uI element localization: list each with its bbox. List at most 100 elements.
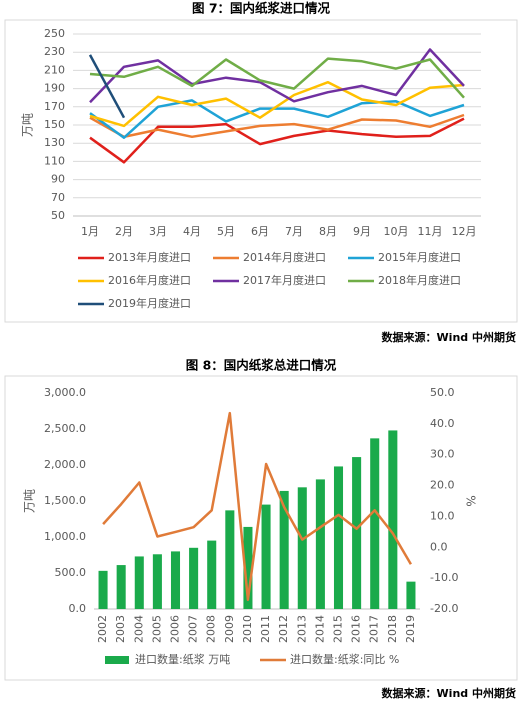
x-tick-label: 4月 [183,225,201,238]
y2-tick-label: 10.0 [430,509,455,522]
x-tick-label: 9月 [353,225,371,238]
x-tick-label: 2003 [114,615,127,643]
bar [370,438,380,609]
y-tick-label: 230 [44,45,65,58]
chart-frame [4,19,518,323]
x-tick-label: 2010 [241,615,254,643]
y-tick-label: 500.0 [55,566,87,579]
bar [98,570,108,609]
y-tick-label: 3,000.0 [44,386,86,399]
x-tick-label: 2015 [332,615,345,643]
y2-axis-label: % [464,495,478,506]
y2-tick-label: -10.0 [430,571,458,584]
series-line [89,57,465,99]
x-tick-label: 12月 [452,225,477,238]
legend-label: 2019年月度进口 [108,296,191,310]
legend-label: 进口数量:纸浆:同比 % [290,652,399,666]
series-line [102,411,412,601]
x-tick-label: 7月 [285,225,303,238]
bar [170,551,181,609]
caption: 图 7：国内纸浆进口情况 [192,1,331,16]
x-tick-label: 6月 [251,225,269,238]
x-tick-label: 2017 [368,615,381,643]
legend-swatch [105,656,129,664]
x-tick-label: 2016 [350,615,363,643]
x-tick-label: 10月 [384,225,409,238]
chart-frame [4,375,518,681]
bar [261,504,271,609]
x-tick-label: 8月 [319,225,337,238]
bar [352,457,362,609]
series-line [89,48,465,104]
x-tick-label: 1月 [81,225,99,238]
legend-label: 2018年月度进口 [378,273,461,287]
x-tick-label: 2011 [259,615,272,643]
y-tick-label: 0.0 [69,602,87,615]
bar [134,556,144,609]
x-tick-label: 2002 [96,615,109,643]
y-tick-label: 250 [44,27,65,40]
bar [189,547,199,609]
x-tick-label: 11月 [418,225,443,238]
bar [406,581,416,609]
y-tick-label: 150 [44,118,65,131]
x-tick-label: 2018 [386,615,399,643]
y-axis-label: 万吨 [23,489,37,513]
bar [333,466,344,609]
legend-label: 2014年月度进口 [243,250,326,264]
bar [315,479,325,609]
y-tick-label: 130 [44,136,65,149]
x-tick-label: 2009 [223,615,236,643]
legend-label: 进口数量:纸浆 万吨 [135,652,230,666]
legend-label: 2015年月度进口 [378,250,461,264]
x-tick-label: 2013 [295,615,308,643]
y2-tick-label: 30.0 [430,448,455,461]
bar [279,490,289,609]
y-tick-label: 110 [44,154,65,167]
y2-tick-label: 40.0 [430,417,455,430]
x-tick-label: 2月 [115,225,133,238]
y2-tick-label: 0.0 [430,540,448,553]
x-tick-label: 2014 [313,615,326,643]
y-tick-label: 1,000.0 [44,530,86,543]
x-tick-label: 2004 [132,615,145,643]
series-line [89,99,465,139]
bar [152,554,162,609]
bar [116,565,126,609]
y-tick-label: 190 [44,82,65,95]
legend-label: 2016年月度进口 [108,273,191,287]
series-line [89,117,465,164]
y-tick-label: 210 [44,63,65,76]
y-tick-label: 70 [51,191,65,204]
x-tick-label: 2006 [169,615,182,643]
series-line [88,54,126,119]
x-tick-label: 5月 [217,225,235,238]
legend-label: 2017年月度进口 [243,273,326,287]
bar [388,430,398,609]
source: 数据来源：Wind 中州期货 [382,330,516,344]
caption: 图 8：国内纸浆总进口情况 [186,358,337,373]
bar [243,526,253,609]
x-tick-label: 2019 [404,615,417,643]
x-tick-label: 2005 [150,615,163,643]
y-tick-label: 2,000.0 [44,458,86,471]
y2-tick-label: -20.0 [430,602,458,615]
x-tick-label: 3月 [149,225,167,238]
bar [207,540,217,609]
x-tick-label: 2007 [187,615,200,643]
x-tick-label: 2008 [205,615,218,643]
y-tick-label: 90 [51,173,65,186]
series-line [89,113,465,139]
y2-tick-label: 50.0 [430,386,455,399]
y-tick-label: 170 [44,100,65,113]
y2-tick-label: 20.0 [430,479,455,492]
y-tick-label: 50 [51,209,65,222]
source: 数据来源：Wind 中州期货 [382,686,516,700]
bar [297,487,307,609]
y-axis-label: 万吨 [21,113,35,137]
x-tick-label: 2012 [277,615,290,643]
y-tick-label: 1,500.0 [44,494,86,507]
y-tick-label: 2,500.0 [44,422,86,435]
